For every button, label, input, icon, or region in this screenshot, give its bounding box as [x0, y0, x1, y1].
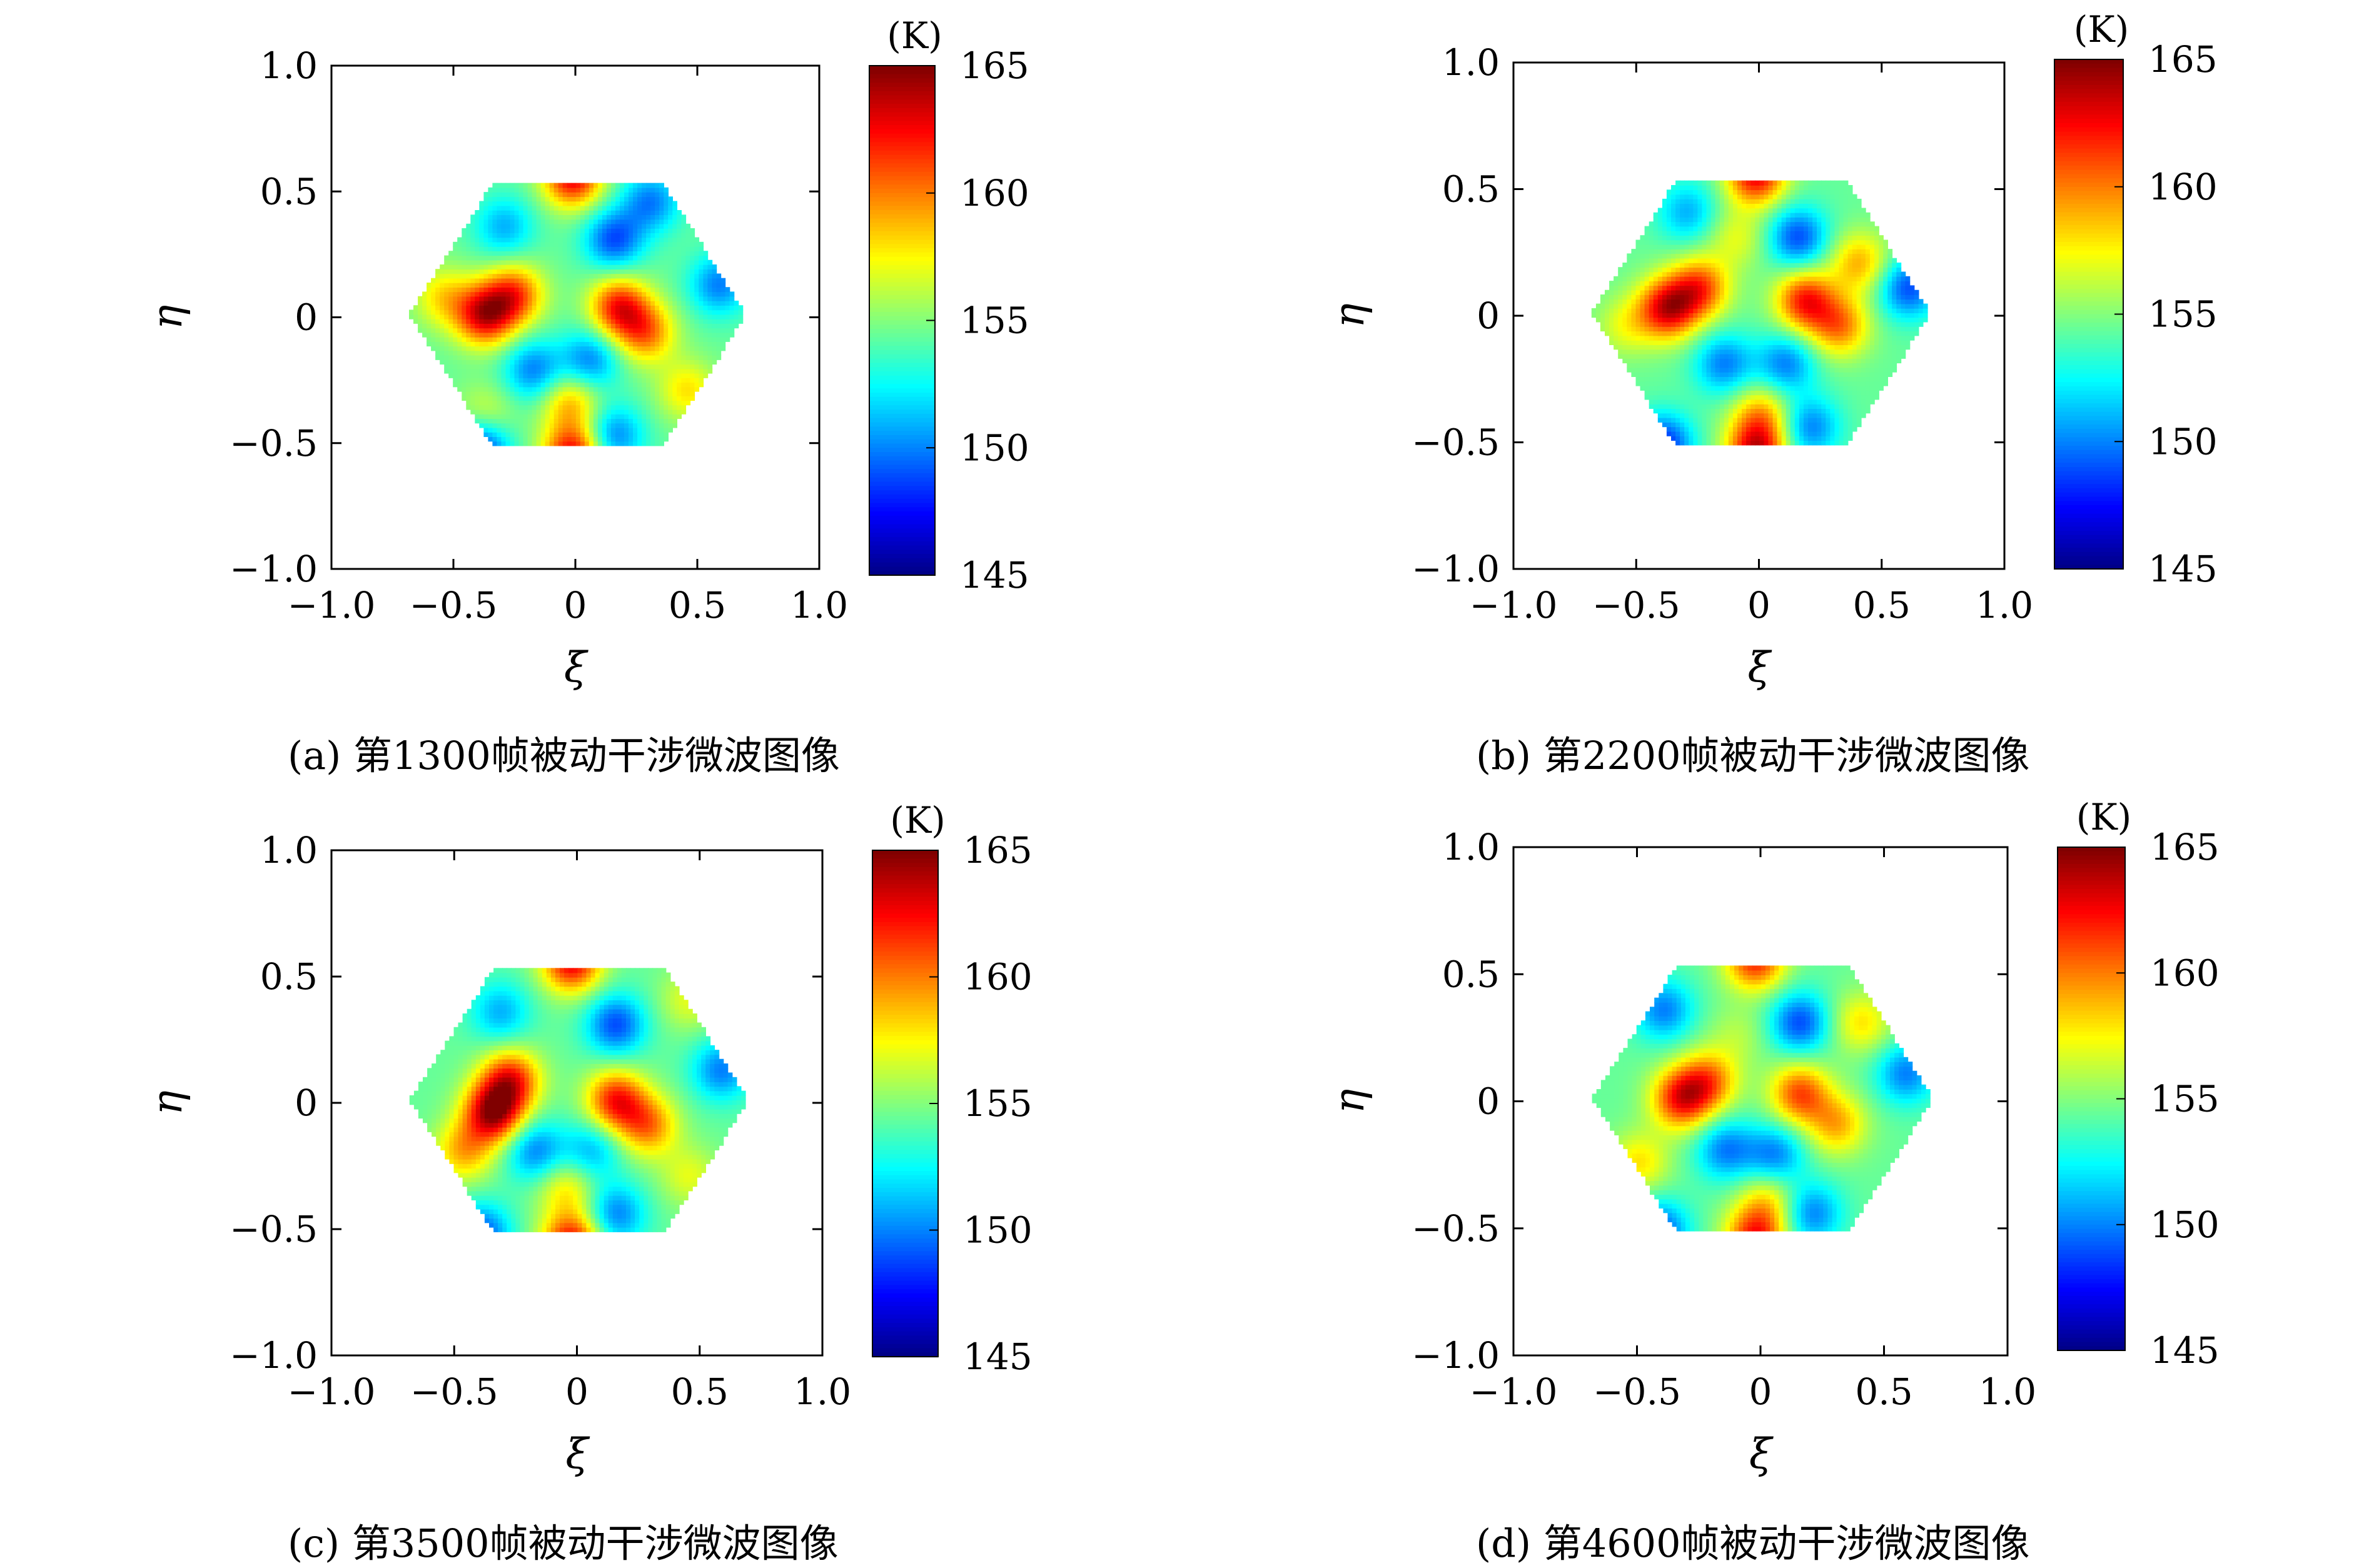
heatmap-image-0 — [409, 183, 743, 446]
x-tick-label: −1.0 — [288, 584, 376, 626]
x-tick-label: 1.0 — [791, 584, 848, 626]
colorbar-tick-label: 145 — [960, 554, 1029, 596]
x-tick-label: −1.0 — [1470, 584, 1558, 626]
x-tick-label: 0.5 — [1853, 584, 1911, 626]
colorbar-tick-label: 145 — [2148, 548, 2218, 590]
colorbar-unit: (K) — [890, 799, 946, 842]
x-tick-label: 1.0 — [1979, 1370, 2036, 1413]
colorbar-tick-label: 165 — [960, 44, 1029, 87]
colorbar-2: 165 160 155 150 145 (K) — [872, 799, 1033, 1378]
x-tick-label: −1.0 — [288, 1370, 376, 1413]
x-tick-label: −1.0 — [1470, 1370, 1558, 1413]
x-tick-label: −0.5 — [410, 1370, 498, 1413]
x-tick-label: −0.5 — [1592, 584, 1680, 626]
colorbar-tick-label: 165 — [2150, 826, 2220, 868]
x-tick-label: 0.5 — [669, 584, 726, 626]
caption-d: (d) 第4600帧被动干涉微波图像 — [1476, 1512, 2030, 1568]
y-axis-label: η — [143, 1090, 191, 1115]
x-axis-label: ξ — [564, 643, 589, 691]
x-tick-label: −0.5 — [410, 584, 498, 626]
y-tick-label: 1.0 — [1442, 826, 1500, 868]
colorbar-tick-label: 150 — [2150, 1204, 2220, 1246]
caption-a: (a) 第1300帧被动干涉微波图像 — [288, 724, 840, 780]
y-tick-label: 0.5 — [1442, 953, 1500, 995]
y-tick-label: −0.5 — [1412, 1207, 1500, 1250]
y-tick-label: −0.5 — [230, 1208, 318, 1250]
colorbar-tick-label: 150 — [2148, 420, 2218, 463]
colorbar-tick-label: 160 — [2150, 952, 2220, 994]
colorbar-tick-label: 150 — [960, 426, 1029, 469]
y-tick-label: 0.5 — [260, 955, 318, 998]
y-tick-label: 0 — [1477, 294, 1500, 337]
y-tick-label: −1.0 — [230, 548, 318, 590]
x-tick-label: 0 — [1749, 1370, 1772, 1413]
colorbar-tick-label: 155 — [963, 1082, 1033, 1125]
colorbar-tick-label: 160 — [960, 172, 1029, 214]
heatmap-image-2 — [410, 968, 746, 1232]
y-tick-label: −1.0 — [1412, 548, 1500, 590]
colorbar-tick-label: 155 — [2150, 1078, 2220, 1120]
caption-c: (c) 第3500帧被动干涉微波图像 — [288, 1512, 839, 1568]
colorbar-tick-label: 165 — [963, 829, 1033, 872]
y-tick-label: 0 — [295, 1082, 318, 1124]
y-axis-label: η — [1325, 303, 1373, 328]
x-tick-label: 0 — [1747, 584, 1770, 626]
y-tick-label: 0 — [1477, 1080, 1500, 1123]
x-axis-label: ξ — [1747, 643, 1772, 691]
caption-b: (b) 第2200帧被动干涉微波图像 — [1476, 724, 2030, 780]
panel-2: −1.0 −0.5 0 0.5 1.0 1.0 0.5 0 −0.5 −1.0 ξ η 165 160 15… — [143, 799, 1033, 1478]
y-tick-label: −1.0 — [230, 1334, 318, 1377]
y-tick-label: 0 — [295, 296, 318, 339]
colorbar-0: 165 160 155 150 145 (K) — [869, 14, 1029, 596]
colorbar-1: 165 160 155 150 145 (K) — [2054, 8, 2218, 590]
colorbar-tick-label: 160 — [2148, 166, 2218, 208]
colorbar-unit: (K) — [2074, 8, 2129, 51]
panel-0: −1.0 −0.5 0 0.5 1.0 1.0 0.5 0 −0.5 −1.0 ξ η 165 160 15… — [143, 14, 1029, 691]
y-tick-label: −1.0 — [1412, 1334, 1500, 1377]
colorbar-tick-label: 145 — [963, 1335, 1033, 1378]
heatmap-image-3 — [1592, 965, 1931, 1231]
x-tick-label: 0.5 — [671, 1370, 729, 1413]
heatmap-image-1 — [1592, 181, 1928, 446]
x-tick-label: 0 — [565, 1370, 588, 1413]
colorbar-unit: (K) — [2076, 796, 2132, 838]
x-axis-label: ξ — [1749, 1430, 1774, 1478]
x-tick-label: 1.0 — [794, 1370, 851, 1413]
y-tick-label: −0.5 — [230, 422, 318, 465]
x-tick-label: 0.5 — [1855, 1370, 1912, 1413]
colorbar-tick-label: 160 — [963, 956, 1033, 998]
colorbar-tick-label: 165 — [2148, 38, 2218, 81]
x-tick-label: −0.5 — [1593, 1370, 1681, 1413]
y-tick-label: −0.5 — [1412, 421, 1500, 464]
x-tick-label: 1.0 — [1976, 584, 2033, 626]
y-axis-label: η — [143, 305, 191, 330]
colorbar-tick-label: 150 — [963, 1209, 1033, 1252]
x-tick-label: 0 — [564, 584, 587, 626]
panel-1: −1.0 −0.5 0 0.5 1.0 1.0 0.5 0 −0.5 −1.0 ξ η 165 160 15… — [1325, 8, 2218, 691]
colorbar-unit: (K) — [887, 14, 942, 57]
colorbar-tick-label: 155 — [2148, 293, 2218, 336]
colorbar-3: 165 160 155 150 145 (K) — [2058, 796, 2220, 1372]
y-axis-label: η — [1325, 1089, 1373, 1114]
y-tick-label: 1.0 — [260, 44, 318, 87]
y-tick-label: 1.0 — [1442, 41, 1500, 84]
y-tick-label: 0.5 — [260, 170, 318, 213]
x-axis-label: ξ — [565, 1430, 590, 1478]
colorbar-tick-label: 155 — [960, 299, 1029, 342]
panel-3: −1.0 −0.5 0 0.5 1.0 1.0 0.5 0 −0.5 −1.0 ξ η 165 160 15… — [1325, 796, 2220, 1478]
colorbar-tick-label: 145 — [2150, 1329, 2220, 1372]
y-tick-label: 1.0 — [260, 829, 318, 872]
y-tick-label: 0.5 — [1442, 168, 1500, 211]
